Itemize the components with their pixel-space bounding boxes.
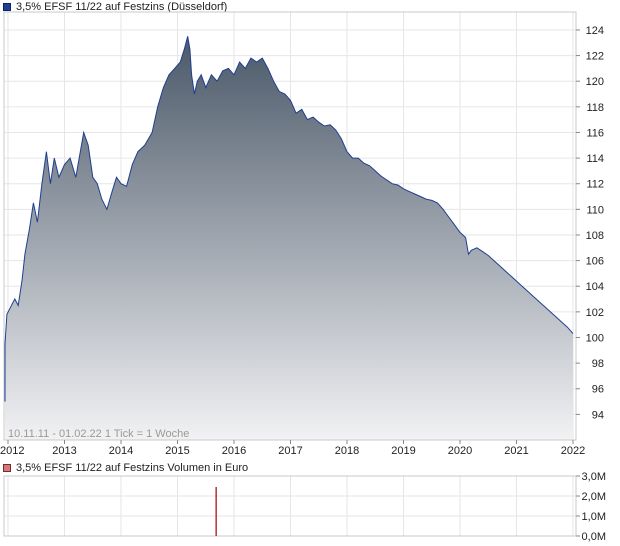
x-tick-label: 2021 <box>504 445 528 457</box>
volume-y-axis: 0,0M 1,0M 2,0M 3,0M <box>576 471 606 543</box>
price-legend-label: 3,5% EFSF 11/22 auf Festzins (Düsseldorf… <box>16 1 228 13</box>
price-y-tick-label: 100 <box>586 332 604 344</box>
volume-bar <box>215 487 217 536</box>
x-tick-label: 2012 <box>0 445 24 457</box>
volume-bars <box>215 487 217 536</box>
price-y-tick-label: 102 <box>586 307 604 319</box>
price-y-tick-label: 122 <box>586 51 604 63</box>
volume-grid <box>4 475 576 537</box>
x-tick-label: 2014 <box>109 445 133 457</box>
x-tick-label: 2022 <box>561 445 585 457</box>
price-y-tick-label: 124 <box>586 25 604 37</box>
price-y-tick-label: 112 <box>586 179 604 191</box>
price-y-tick-label: 98 <box>592 358 604 370</box>
price-y-tick-label: 96 <box>592 384 604 396</box>
price-y-axis: 94 96 98 100 102 104 106 108 110 112 114 116 118 120 1… <box>576 25 604 421</box>
volume-y-tick-label: 2,0M <box>582 491 606 503</box>
price-y-tick-label: 106 <box>586 256 604 268</box>
price-y-tick-label: 116 <box>586 127 604 139</box>
price-y-tick-label: 118 <box>586 102 604 114</box>
chart-info-text: 10.11.11 - 01.02.22 1 Tick = 1 Woche <box>8 428 189 440</box>
price-legend-swatch <box>3 3 11 11</box>
volume-y-tick-label: 1,0M <box>582 511 606 523</box>
price-y-tick-label: 104 <box>586 281 604 293</box>
x-tick-label: 2016 <box>222 445 246 457</box>
price-x-axis: 2012 2013 2014 2015 2016 2017 2018 2019 2020 2021… <box>0 440 585 457</box>
x-tick-label: 2019 <box>391 445 415 457</box>
volume-y-tick-label: 3,0M <box>582 471 606 483</box>
price-y-tick-label: 108 <box>586 230 604 242</box>
volume-legend: 3,5% EFSF 11/22 auf Festzins Volumen in … <box>3 462 248 474</box>
x-tick-label: 2018 <box>335 445 359 457</box>
price-line <box>4 36 574 402</box>
price-legend: 3,5% EFSF 11/22 auf Festzins (Düsseldorf… <box>3 1 227 13</box>
price-y-tick-label: 110 <box>586 204 604 216</box>
price-y-tick-label: 120 <box>586 76 604 88</box>
volume-y-tick-label: 0,0M <box>582 531 606 543</box>
volume-plot-frame <box>3 475 577 537</box>
x-tick-label: 2020 <box>448 445 472 457</box>
price-y-tick-label: 94 <box>592 409 604 421</box>
x-tick-label: 2015 <box>165 445 189 457</box>
x-tick-label: 2017 <box>278 445 302 457</box>
price-area <box>5 36 573 441</box>
volume-legend-label: 3,5% EFSF 11/22 auf Festzins Volumen in … <box>16 462 249 474</box>
volume-legend-swatch <box>3 464 11 472</box>
price-y-tick-label: 114 <box>586 153 604 165</box>
x-tick-label: 2013 <box>52 445 76 457</box>
